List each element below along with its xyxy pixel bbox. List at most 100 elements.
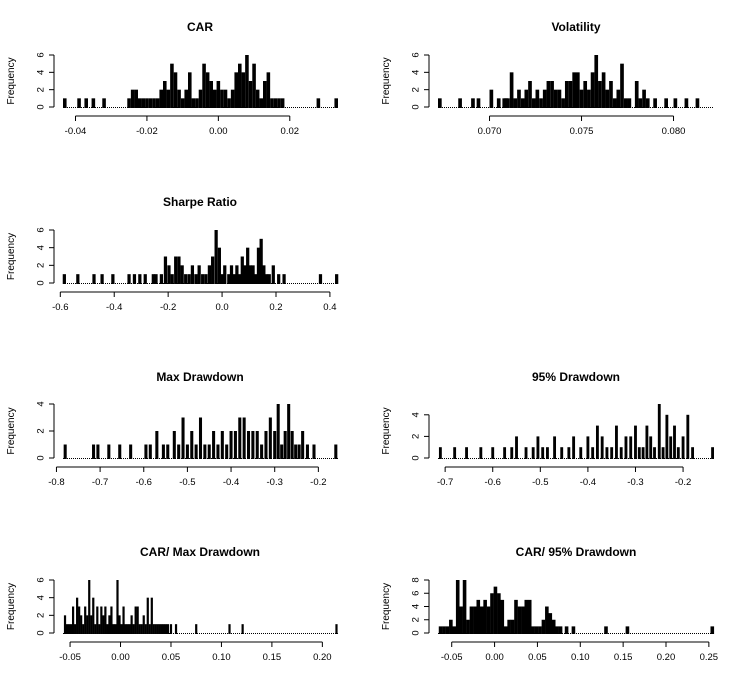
histogram-bar <box>195 624 198 634</box>
histogram-bar <box>521 606 525 634</box>
histogram-bar <box>145 98 149 108</box>
histogram-bar <box>223 89 228 108</box>
histogram-bar <box>155 431 159 459</box>
histogram-bar <box>198 417 203 459</box>
histogram-bar <box>276 404 280 459</box>
x-tick-label: -0.6 <box>52 302 68 313</box>
histogram-bar <box>134 89 138 108</box>
histogram-bar <box>605 89 610 108</box>
histogram-bar <box>524 599 529 634</box>
histogram-bar <box>271 265 275 284</box>
y-tick-label: 0 <box>411 104 422 109</box>
histogram-bar <box>513 98 518 108</box>
histogram-bar <box>627 98 632 108</box>
histogram-bar <box>560 447 564 459</box>
histogram-bar <box>173 72 178 108</box>
histogram-bar <box>170 274 174 284</box>
histogram-bar <box>118 444 122 459</box>
histogram-bar <box>234 72 238 108</box>
x-tick-label: -0.05 <box>441 652 463 663</box>
histogram-bar <box>649 436 653 459</box>
panel-title: Sharpe Ratio <box>163 195 237 209</box>
histogram-bar <box>571 626 576 634</box>
histogram-bar <box>280 98 285 108</box>
histogram-bar <box>268 417 272 459</box>
histogram-bar <box>452 626 457 634</box>
histogram-bar <box>572 436 576 459</box>
histogram-bar <box>76 597 79 634</box>
histogram-bar <box>294 444 298 459</box>
x-tick-label: -0.04 <box>65 126 87 137</box>
y-tick-label: 4 <box>411 70 422 75</box>
histogram-bar <box>203 444 207 459</box>
histogram-bar <box>213 89 217 108</box>
histogram-bar <box>214 230 218 284</box>
histogram-bar <box>642 89 646 108</box>
y-axis-label: Frequency <box>6 57 17 104</box>
x-tick-label: 0.10 <box>571 652 590 663</box>
histogram-bar <box>102 615 105 634</box>
histogram-bar <box>623 98 628 108</box>
histogram-bar <box>541 619 546 634</box>
histogram-bar <box>242 417 246 459</box>
histogram-bar <box>144 624 147 634</box>
histogram-bar <box>88 580 91 634</box>
histogram-bar <box>84 606 87 634</box>
histogram-bar <box>453 447 457 459</box>
histogram-bar <box>334 444 338 459</box>
histogram-bar <box>255 89 260 108</box>
histogram-bar <box>180 265 184 284</box>
histogram-bar <box>100 274 104 284</box>
histogram-bar <box>572 72 576 108</box>
histogram-bar <box>601 72 606 108</box>
histogram-bar <box>160 624 163 634</box>
histogram-bar <box>184 274 188 284</box>
histogram-bar <box>266 72 271 108</box>
histogram-bar <box>500 599 505 634</box>
y-tick-label: 4 <box>36 595 47 600</box>
histogram-bar <box>148 624 151 634</box>
histogram-bar <box>220 431 224 459</box>
histogram-bar <box>146 597 149 634</box>
histogram-bar <box>673 98 678 108</box>
histogram-bar <box>155 98 160 108</box>
histogram-bar <box>277 274 281 284</box>
histogram-bar <box>595 425 599 459</box>
histogram-bar <box>185 444 189 459</box>
histogram-bar <box>246 247 250 284</box>
histogram-bar <box>312 444 316 459</box>
histogram-bar <box>510 447 514 459</box>
histogram-bar <box>154 274 158 284</box>
histogram-bar <box>490 593 494 634</box>
histogram-bar <box>254 274 258 284</box>
histogram-bar <box>251 431 255 459</box>
panel-title: CAR/ 95% Drawdown <box>516 545 637 559</box>
histogram-bar <box>564 626 569 634</box>
histogram-bar <box>132 274 137 284</box>
histogram-bar <box>86 615 89 634</box>
y-axis-label: Frequency <box>6 233 17 280</box>
histogram-bar <box>205 72 210 108</box>
histogram-bar <box>195 98 199 108</box>
histogram-bar <box>438 98 442 108</box>
histogram-bar <box>587 89 591 108</box>
x-tick-label: -0.3 <box>627 477 643 488</box>
y-tick-label: 2 <box>36 263 47 268</box>
x-tick-label: 0.05 <box>162 652 181 663</box>
histogram-bar <box>187 274 191 284</box>
histogram-bar <box>479 606 484 634</box>
histogram-bar <box>531 447 535 459</box>
y-tick-label: 6 <box>36 52 47 57</box>
histogram-bar <box>232 274 236 284</box>
x-tick-label: -0.3 <box>267 477 283 488</box>
histogram-bar <box>545 606 549 634</box>
histogram-bar <box>491 447 495 459</box>
histogram-bar <box>711 447 714 459</box>
y-tick-label: 0 <box>36 104 47 109</box>
histogram-bar <box>100 606 103 634</box>
histogram-bar <box>201 274 205 284</box>
histogram-bar <box>318 274 323 284</box>
histogram-bar <box>134 606 137 634</box>
histogram-bar <box>546 81 551 108</box>
x-tick-label: 0.070 <box>478 126 502 137</box>
